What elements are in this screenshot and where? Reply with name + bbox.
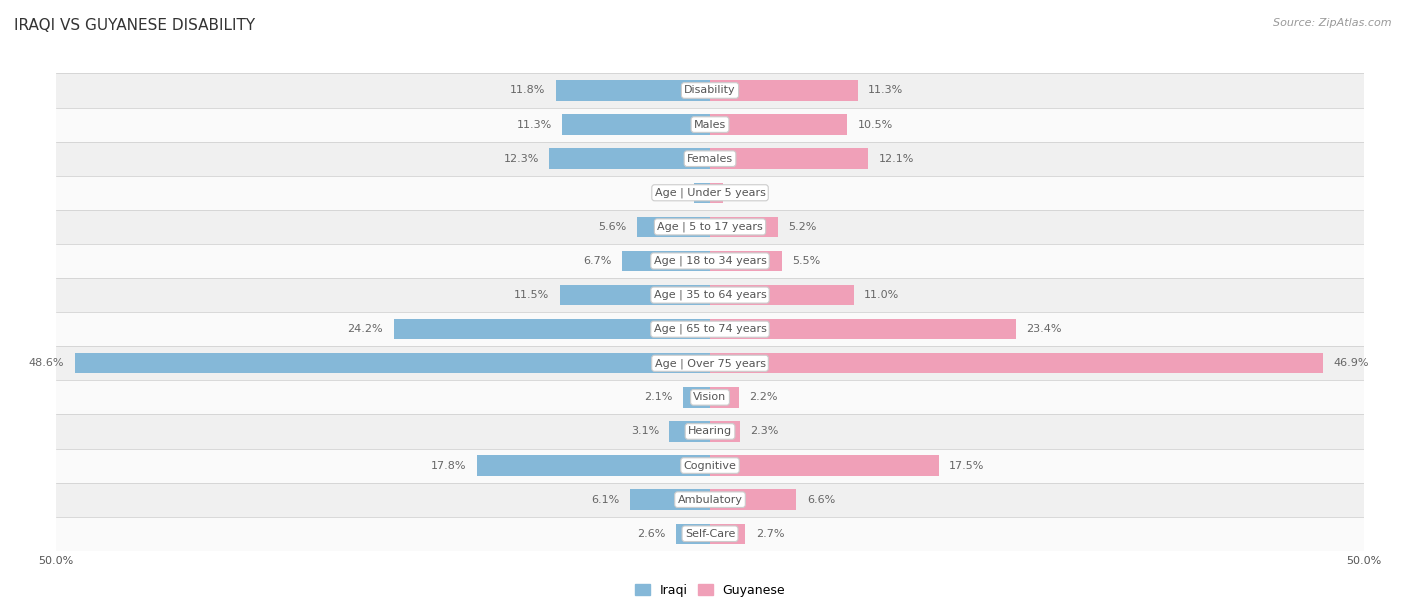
Text: Age | 65 to 74 years: Age | 65 to 74 years <box>654 324 766 334</box>
Bar <box>56 210 1364 244</box>
Text: Age | Under 5 years: Age | Under 5 years <box>655 187 765 198</box>
Text: 48.6%: 48.6% <box>28 358 65 368</box>
Text: 5.2%: 5.2% <box>789 222 817 232</box>
Text: 5.6%: 5.6% <box>598 222 626 232</box>
Text: Age | Over 75 years: Age | Over 75 years <box>655 358 765 368</box>
Bar <box>676 523 710 544</box>
Bar <box>394 319 710 340</box>
Bar <box>56 244 1364 278</box>
Text: Cognitive: Cognitive <box>683 461 737 471</box>
Bar <box>710 523 745 544</box>
Text: 11.8%: 11.8% <box>510 86 546 95</box>
Text: Disability: Disability <box>685 86 735 95</box>
Text: 2.6%: 2.6% <box>637 529 665 539</box>
Text: 2.1%: 2.1% <box>644 392 672 402</box>
Text: 17.5%: 17.5% <box>949 461 984 471</box>
Text: 1.2%: 1.2% <box>655 188 683 198</box>
Text: Source: ZipAtlas.com: Source: ZipAtlas.com <box>1274 18 1392 28</box>
Bar <box>75 353 710 373</box>
Bar <box>56 108 1364 141</box>
Bar <box>710 387 738 408</box>
Text: Age | 18 to 34 years: Age | 18 to 34 years <box>654 256 766 266</box>
Text: Females: Females <box>688 154 733 163</box>
Text: 2.2%: 2.2% <box>749 392 778 402</box>
Bar <box>56 483 1364 517</box>
Bar <box>710 182 723 203</box>
Bar <box>710 217 778 237</box>
Text: 11.0%: 11.0% <box>865 290 900 300</box>
Text: 6.6%: 6.6% <box>807 494 835 505</box>
Bar <box>669 421 710 442</box>
Text: Self-Care: Self-Care <box>685 529 735 539</box>
Bar <box>555 80 710 101</box>
Bar <box>637 217 710 237</box>
Bar <box>477 455 710 476</box>
Text: 2.7%: 2.7% <box>756 529 785 539</box>
Bar <box>710 421 740 442</box>
Text: Hearing: Hearing <box>688 427 733 436</box>
Bar <box>56 141 1364 176</box>
Text: 11.3%: 11.3% <box>516 119 551 130</box>
Text: 10.5%: 10.5% <box>858 119 893 130</box>
Text: 2.3%: 2.3% <box>751 427 779 436</box>
Text: Males: Males <box>695 119 725 130</box>
Bar <box>710 455 939 476</box>
Bar <box>623 251 710 271</box>
Bar <box>56 380 1364 414</box>
Text: 12.1%: 12.1% <box>879 154 914 163</box>
Text: 24.2%: 24.2% <box>347 324 382 334</box>
Bar <box>630 490 710 510</box>
Text: 5.5%: 5.5% <box>793 256 821 266</box>
Bar <box>710 353 1323 373</box>
Bar <box>56 449 1364 483</box>
Bar <box>56 73 1364 108</box>
Bar <box>56 414 1364 449</box>
Text: IRAQI VS GUYANESE DISABILITY: IRAQI VS GUYANESE DISABILITY <box>14 18 254 34</box>
Bar <box>710 149 869 169</box>
Text: Vision: Vision <box>693 392 727 402</box>
Text: 11.5%: 11.5% <box>515 290 550 300</box>
Text: 6.7%: 6.7% <box>583 256 612 266</box>
Text: 11.3%: 11.3% <box>869 86 904 95</box>
Bar <box>560 285 710 305</box>
Bar <box>56 278 1364 312</box>
Text: 17.8%: 17.8% <box>432 461 467 471</box>
Text: 46.9%: 46.9% <box>1334 358 1369 368</box>
Bar <box>710 319 1017 340</box>
Text: Age | 5 to 17 years: Age | 5 to 17 years <box>657 222 763 232</box>
Text: 6.1%: 6.1% <box>592 494 620 505</box>
Bar <box>710 285 853 305</box>
Bar <box>710 251 782 271</box>
Bar <box>682 387 710 408</box>
Text: Ambulatory: Ambulatory <box>678 494 742 505</box>
Text: 23.4%: 23.4% <box>1026 324 1062 334</box>
Bar <box>710 490 796 510</box>
Bar <box>710 114 848 135</box>
Bar <box>550 149 710 169</box>
Bar <box>56 312 1364 346</box>
Bar <box>710 80 858 101</box>
Text: Age | 35 to 64 years: Age | 35 to 64 years <box>654 290 766 300</box>
Text: 12.3%: 12.3% <box>503 154 538 163</box>
Legend: Iraqi, Guyanese: Iraqi, Guyanese <box>630 579 790 602</box>
Bar <box>56 346 1364 380</box>
Bar <box>695 182 710 203</box>
Bar <box>562 114 710 135</box>
Text: 1.0%: 1.0% <box>734 188 762 198</box>
Bar <box>56 176 1364 210</box>
Text: 3.1%: 3.1% <box>631 427 659 436</box>
Bar <box>56 517 1364 551</box>
